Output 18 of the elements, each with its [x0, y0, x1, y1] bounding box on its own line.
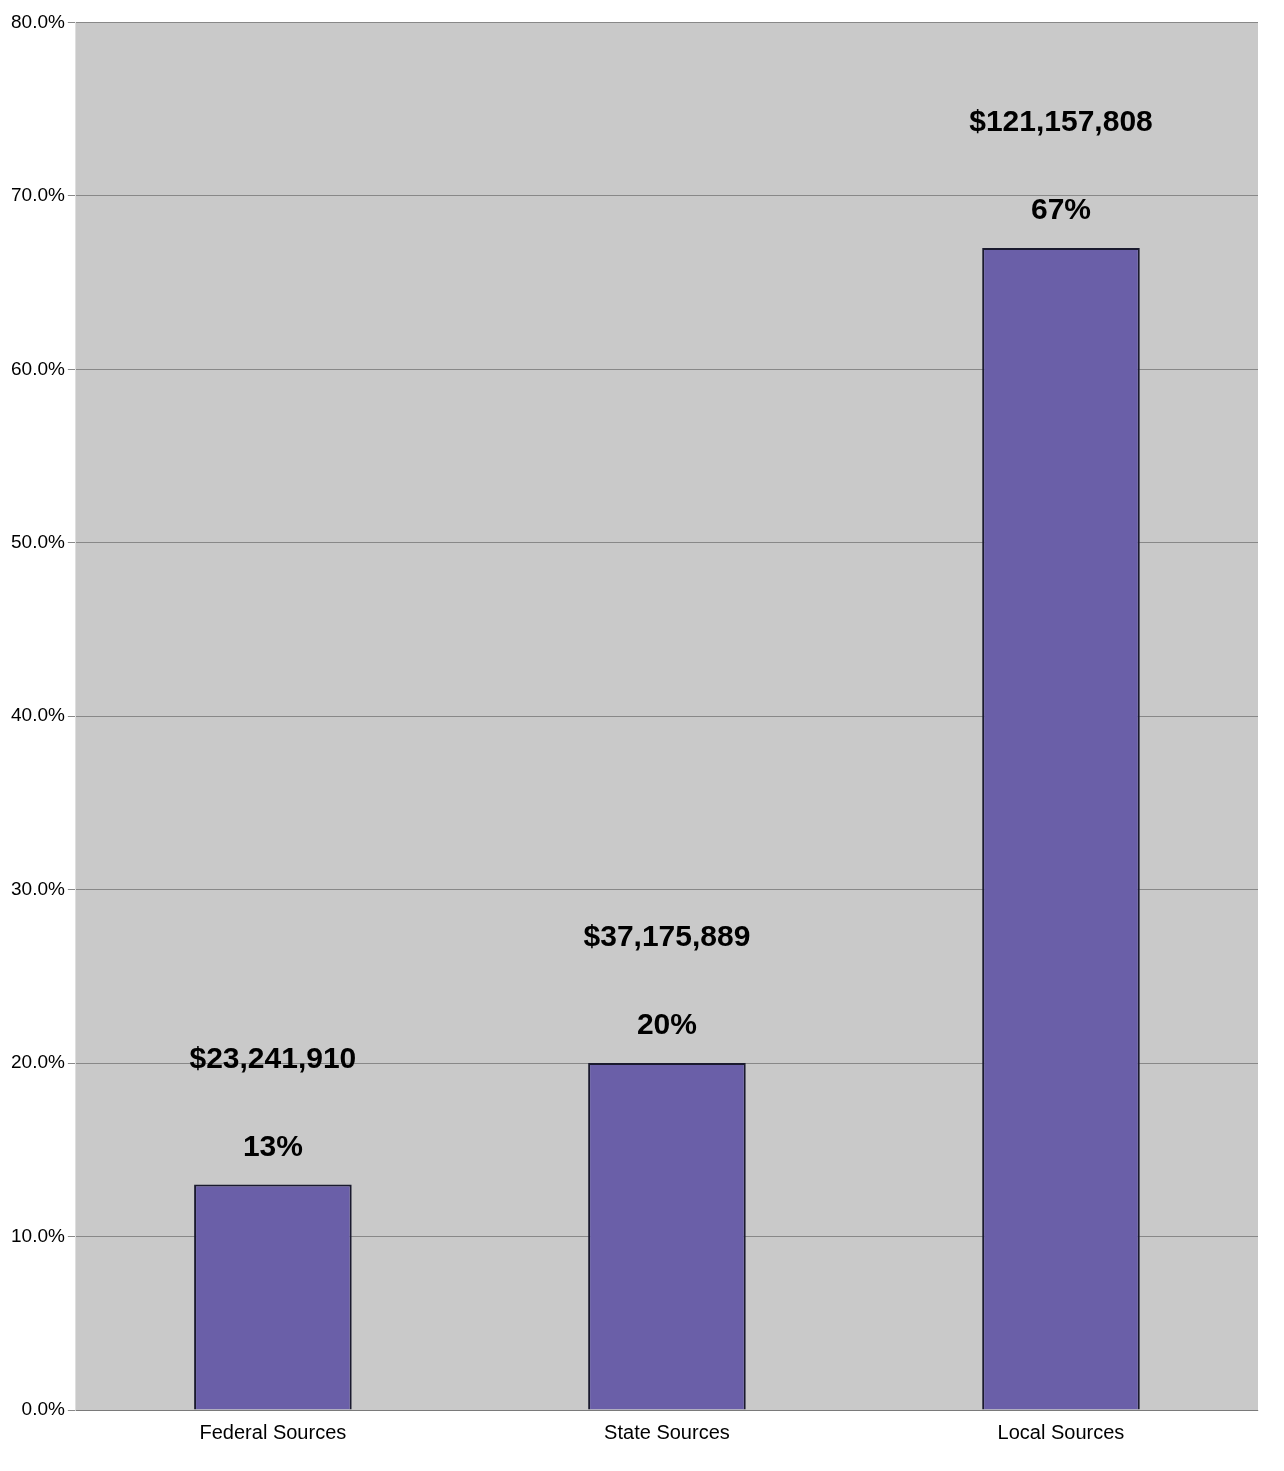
x-tick-label: Local Sources	[997, 1420, 1125, 1443]
y-tick-label: 20.0%	[11, 1051, 65, 1073]
y-tick-label: 40.0%	[11, 704, 65, 726]
y-tick-label: 60.0%	[11, 357, 65, 379]
y-tick-label: 30.0%	[11, 877, 65, 899]
y-tick-label: 70.0%	[11, 184, 65, 206]
x-tick-label: State Sources	[604, 1420, 730, 1443]
annotation: $23,241,910	[189, 1040, 357, 1074]
data-label: 20%	[636, 1007, 697, 1041]
y-tick-label: 50.0%	[11, 530, 65, 552]
data-label: 67%	[1030, 192, 1091, 226]
y-tick-label: 10.0%	[11, 1224, 65, 1246]
data-label: 13%	[242, 1128, 303, 1162]
annotation: $37,175,889	[583, 919, 751, 953]
y-tick-label: 0.0%	[21, 1398, 65, 1420]
y-tick-label: 80.0%	[11, 10, 65, 32]
x-tick-label: Federal Sources	[199, 1420, 347, 1443]
annotation: $121,157,808	[969, 104, 1153, 138]
